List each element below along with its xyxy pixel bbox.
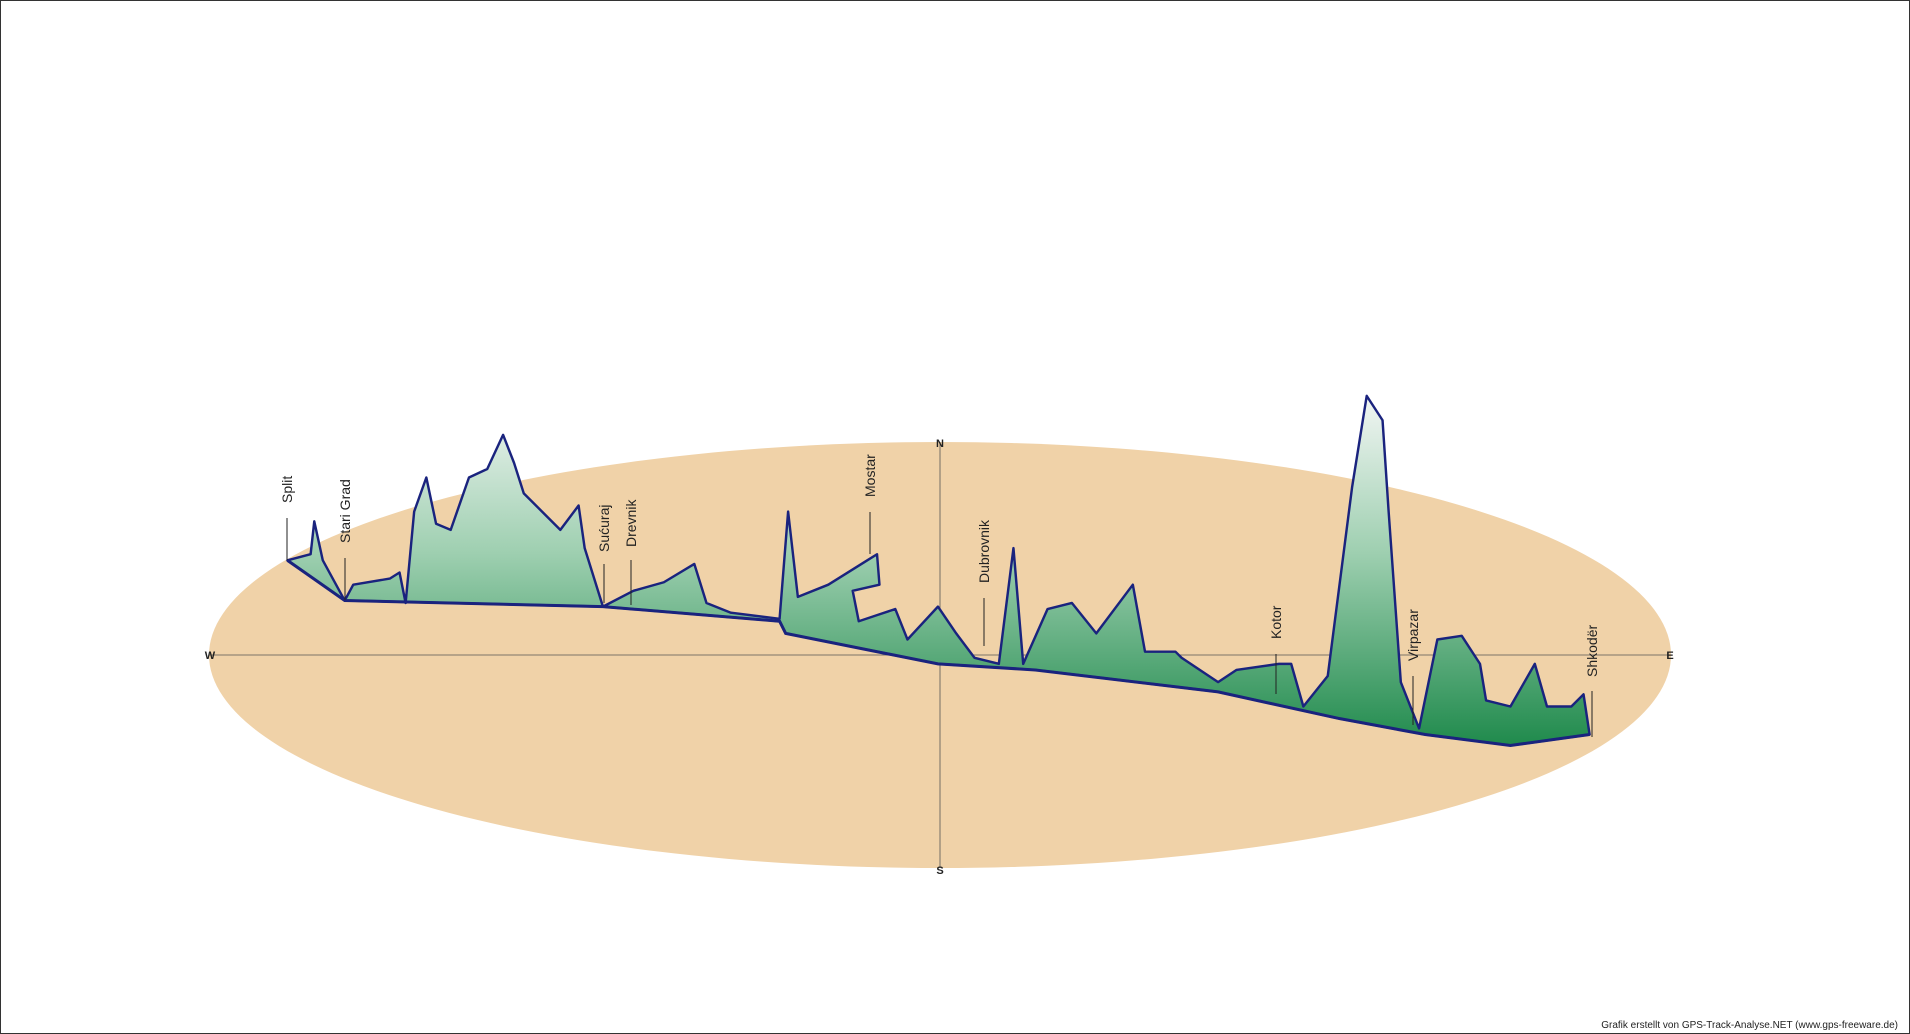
compass-north: N [936, 438, 944, 450]
place-label: Drevnik [623, 499, 639, 547]
place-label: Shkodër [1584, 625, 1600, 677]
place-labels: Split Stari Grad Sućuraj Drevnik Mostar Dubro… [279, 454, 1600, 737]
place-label: Stari Grad [337, 479, 353, 543]
ground-track [286, 559, 1590, 748]
compass-south: S [936, 865, 943, 877]
place-label: Virpazar [1405, 609, 1421, 661]
elevation-profile [286, 394, 1591, 747]
place-label: Dubrovnik [976, 519, 992, 583]
compass-east: E [1666, 650, 1673, 662]
place-label: Split [279, 476, 295, 503]
terrain [286, 394, 1591, 748]
place-label: Kotor [1268, 605, 1284, 639]
place-label: Mostar [862, 454, 878, 497]
place-label: Sućuraj [596, 505, 612, 552]
compass-west: W [205, 650, 216, 662]
credit: Grafik erstellt von GPS-Track-Analyse.NE… [1601, 1020, 1898, 1031]
